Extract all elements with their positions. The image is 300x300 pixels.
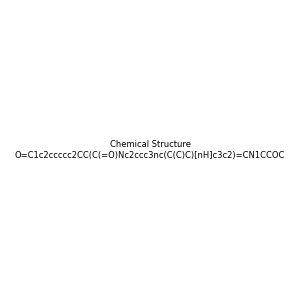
Text: Chemical Structure
O=C1c2ccccc2CC(C(=O)Nc2ccc3nc(C(C)C)[nH]c3c2)=CN1CCOC: Chemical Structure O=C1c2ccccc2CC(C(=O)N… [15,140,285,160]
